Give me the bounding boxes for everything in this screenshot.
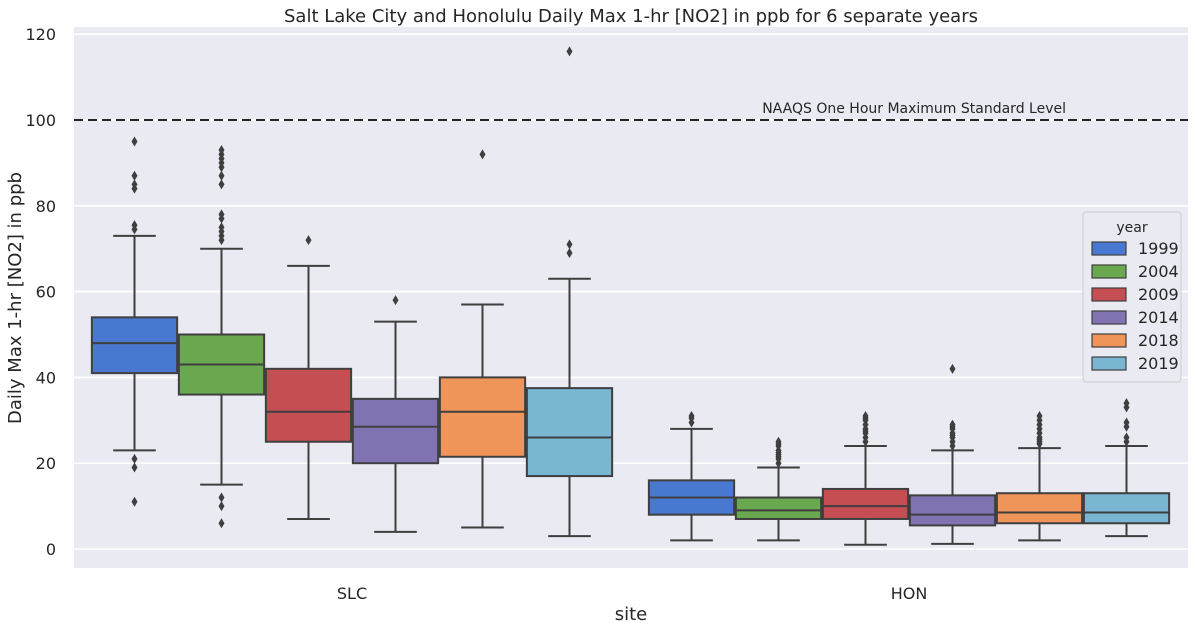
- outlier-point: [566, 239, 573, 250]
- outlier-point: [131, 170, 138, 181]
- iqr-box: [351, 397, 440, 465]
- box-slc-2014: [351, 295, 440, 533]
- outlier-point: [131, 136, 138, 147]
- legend-items: 1999 2004 2009 2014 2018 2019: [1091, 239, 1179, 373]
- chart-title: Salt Lake City and Honolulu Daily Max 1-…: [284, 6, 978, 27]
- iqr-box: [734, 496, 823, 520]
- y-tick-label: 60: [36, 283, 56, 302]
- y-tick-label: 100: [25, 111, 56, 130]
- outlier-point: [479, 149, 486, 160]
- legend: year 1999 2004 2009 2014 2018 2019: [1082, 211, 1182, 383]
- box-slc-1999: [90, 136, 179, 507]
- outlier-point: [566, 247, 573, 258]
- outlier-point: [131, 496, 138, 507]
- x-axis-label: site: [615, 604, 648, 625]
- box-slc-2019: [525, 46, 614, 538]
- x-tick-label: HON: [891, 584, 928, 603]
- box-slc-2004: [177, 145, 266, 529]
- outlier-point: [131, 179, 138, 190]
- iqr-box: [525, 387, 614, 478]
- outlier-point: [131, 453, 138, 464]
- outlier-point: [218, 501, 225, 512]
- outlier-point: [218, 179, 225, 190]
- legend-label-1999: 1999: [1138, 239, 1179, 258]
- outlier-point: [131, 220, 138, 231]
- outlier-point: [949, 363, 956, 374]
- outlier-point: [131, 462, 138, 473]
- outlier-point: [218, 222, 225, 233]
- legend-swatch-2004: [1091, 264, 1127, 279]
- outlier-point: [392, 295, 399, 306]
- iqr-box: [264, 367, 353, 443]
- box-hon-1999: [647, 411, 736, 542]
- y-ticks: 0 20 40 60 80 100 120: [25, 25, 56, 559]
- x-tick-label: SLC: [337, 584, 367, 603]
- box-hon-2004: [734, 436, 823, 542]
- iqr-box: [1082, 492, 1171, 525]
- outlier-point: [218, 209, 225, 220]
- legend-swatch-2019: [1091, 356, 1127, 371]
- y-tick-label: 20: [36, 454, 56, 473]
- y-tick-label: 40: [36, 368, 56, 387]
- legend-label-2019: 2019: [1138, 354, 1179, 373]
- box-slc-2018: [438, 149, 527, 529]
- legend-swatch-2018: [1091, 333, 1127, 348]
- y-tick-label: 120: [25, 25, 56, 44]
- y-axis-label: Daily Max 1-hr [NO2] in ppb: [5, 172, 26, 424]
- outlier-point: [218, 145, 225, 156]
- iqr-box: [995, 492, 1084, 525]
- box-slc-2009: [264, 235, 353, 520]
- naaqs-reference-label: NAAQS One Hour Maximum Standard Level: [762, 101, 1066, 117]
- outlier-point: [688, 411, 695, 422]
- iqr-box: [90, 316, 179, 375]
- legend-swatch-2009: [1091, 287, 1127, 302]
- outlier-point: [862, 411, 869, 422]
- outlier-point: [218, 170, 225, 181]
- outlier-point: [775, 436, 782, 447]
- outlier-point: [949, 419, 956, 430]
- outlier-point: [1123, 417, 1130, 428]
- legend-swatch-2014: [1091, 310, 1127, 325]
- legend-label-2004: 2004: [1138, 262, 1179, 281]
- legend-label-2014: 2014: [1138, 308, 1179, 327]
- x-ticks: SLC HON: [337, 584, 927, 603]
- legend-label-2009: 2009: [1138, 285, 1179, 304]
- y-tick-label: 0: [46, 540, 56, 559]
- iqr-box: [821, 487, 910, 520]
- outlier-point: [566, 46, 573, 57]
- outlier-point: [218, 492, 225, 503]
- outlier-point: [1036, 411, 1043, 422]
- box-hon-2009: [821, 411, 910, 546]
- legend-swatch-1999: [1091, 241, 1127, 256]
- y-tick-label: 80: [36, 197, 56, 216]
- box-plots: [90, 46, 1171, 546]
- outlier-point: [1123, 432, 1130, 443]
- outlier-point: [218, 518, 225, 529]
- box-hon-2019: [1082, 398, 1171, 538]
- plot-background: [74, 27, 1188, 568]
- legend-title: year: [1116, 220, 1147, 236]
- box-hon-2018: [995, 411, 1084, 542]
- box-hon-2014: [908, 363, 997, 545]
- outlier-point: [305, 235, 312, 246]
- legend-label-2018: 2018: [1138, 331, 1179, 350]
- iqr-box: [438, 376, 527, 458]
- iqr-box: [908, 494, 997, 527]
- outlier-point: [1123, 398, 1130, 409]
